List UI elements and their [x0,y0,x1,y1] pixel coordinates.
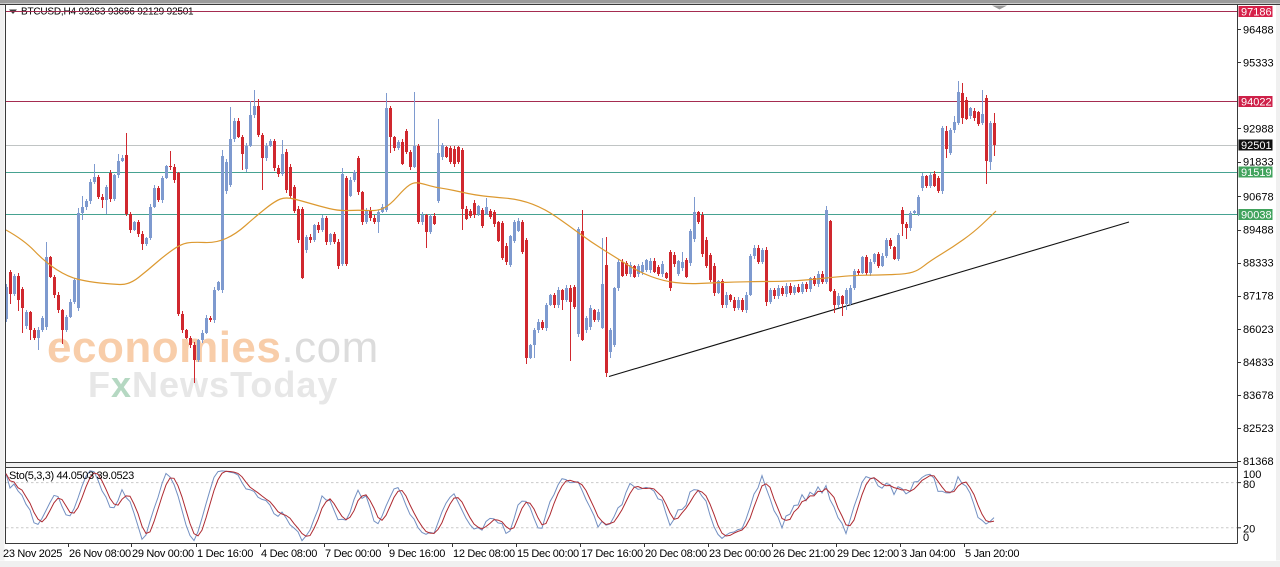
svg-text:economies.com: economies.com [47,323,379,372]
svg-text:23 Dec 00:00: 23 Dec 00:00 [709,548,771,560]
svg-text:82523: 82523 [1243,423,1274,435]
svg-text:29 Dec 12:00: 29 Dec 12:00 [837,548,899,560]
svg-text:26 Nov 08:00: 26 Nov 08:00 [69,548,131,560]
svg-text:80: 80 [1243,479,1255,491]
svg-text:86023: 86023 [1243,324,1274,336]
svg-text:100: 100 [1243,469,1261,481]
svg-text:94022: 94022 [1241,97,1272,109]
svg-text:9 Dec 16:00: 9 Dec 16:00 [389,548,445,560]
svg-text:1 Dec 16:00: 1 Dec 16:00 [197,548,253,560]
svg-text:81368: 81368 [1243,456,1274,468]
svg-text:29 Nov 00:00: 29 Nov 00:00 [132,548,194,560]
svg-text:26 Dec 21:00: 26 Dec 21:00 [773,548,835,560]
svg-text:15 Dec 00:00: 15 Dec 00:00 [517,548,579,560]
svg-text:92501: 92501 [1241,140,1272,152]
svg-text:7 Dec 00:00: 7 Dec 00:00 [325,548,381,560]
svg-text:83678: 83678 [1243,390,1274,402]
svg-text:91519: 91519 [1241,167,1272,179]
svg-text:17 Dec 16:00: 17 Dec 16:00 [581,548,643,560]
svg-text:20 Dec 08:00: 20 Dec 08:00 [645,548,707,560]
svg-text:0: 0 [1243,532,1249,544]
svg-text:92988: 92988 [1243,124,1274,136]
svg-text:96488: 96488 [1243,24,1274,36]
svg-text:95333: 95333 [1243,57,1274,69]
svg-text:90678: 90678 [1243,191,1274,203]
svg-text:FxNewsToday: FxNewsToday [88,364,338,405]
svg-text:4 Dec 08:00: 4 Dec 08:00 [261,548,317,560]
svg-text:90038: 90038 [1241,210,1272,222]
svg-text:88333: 88333 [1243,258,1274,270]
svg-text:23 Nov 2025: 23 Nov 2025 [3,548,62,560]
svg-text:3 Jan 04:00: 3 Jan 04:00 [901,548,955,560]
svg-text:20: 20 [1243,524,1255,536]
svg-text:91833: 91833 [1243,157,1274,169]
svg-text:84833: 84833 [1243,357,1274,369]
svg-text:89488: 89488 [1243,225,1274,237]
svg-text:Sto(5,3,3) 44.0503 39.0523: Sto(5,3,3) 44.0503 39.0523 [9,470,134,482]
svg-text:97186: 97186 [1241,7,1272,19]
svg-text:5 Jan 20:00: 5 Jan 20:00 [965,548,1019,560]
svg-text:12 Dec 08:00: 12 Dec 08:00 [453,548,515,560]
svg-text:87178: 87178 [1243,291,1274,303]
